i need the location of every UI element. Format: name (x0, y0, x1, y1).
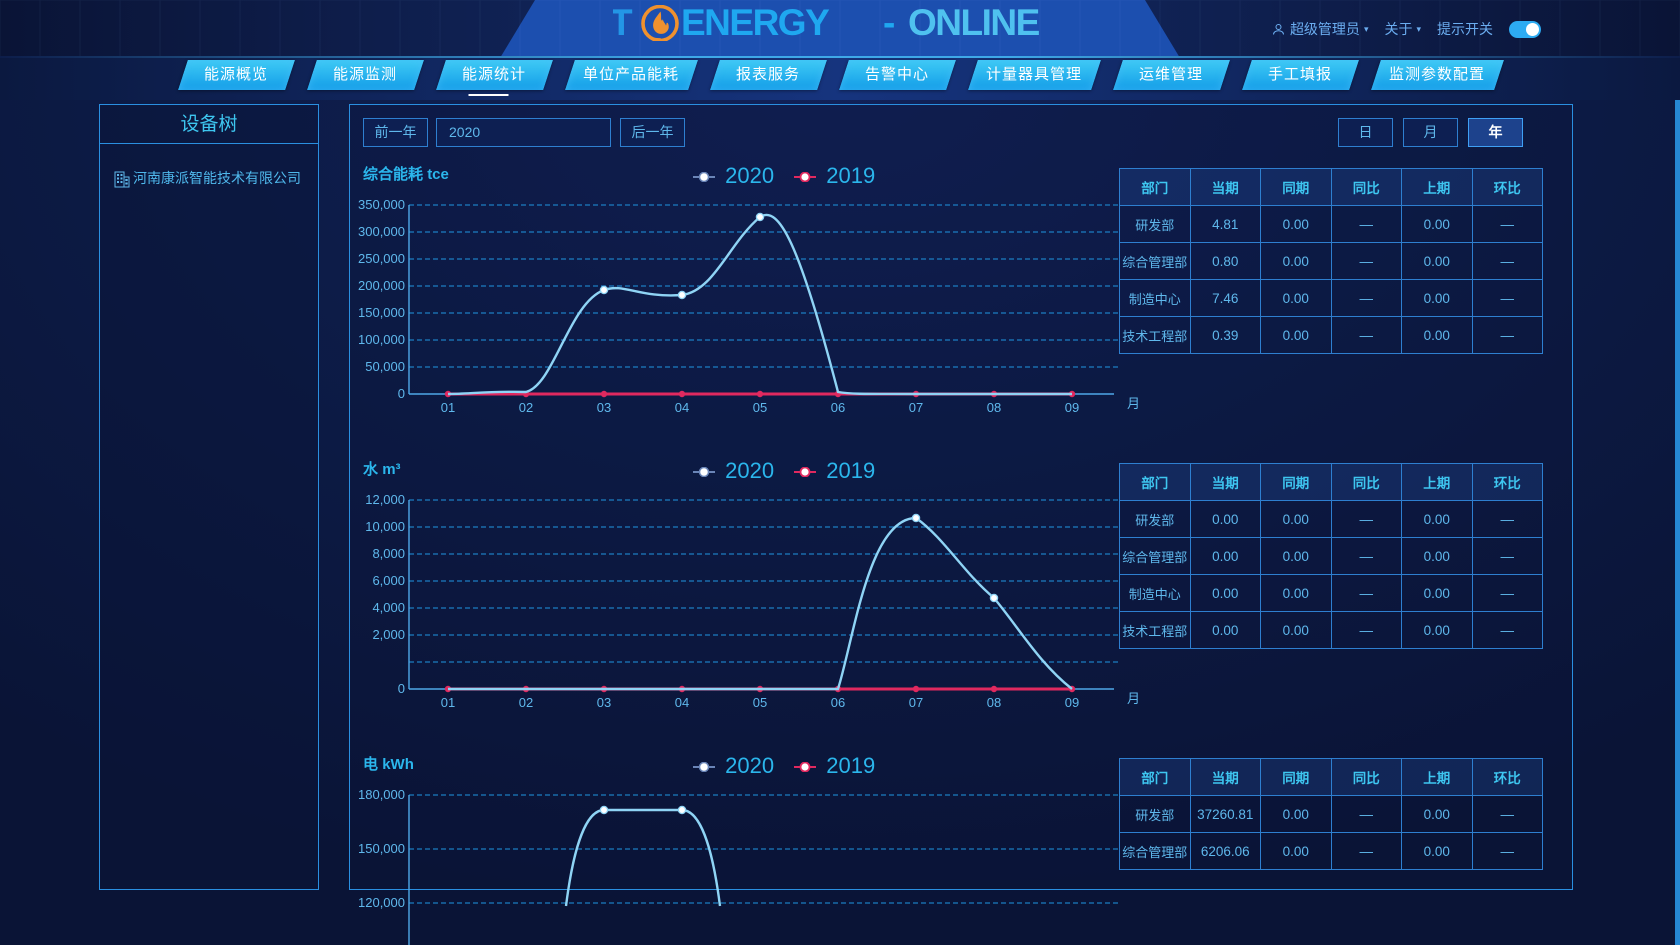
svg-text:02: 02 (519, 400, 533, 415)
svg-text:03: 03 (597, 400, 611, 415)
svg-text:2,000: 2,000 (372, 627, 405, 642)
svg-text:月: 月 (1127, 691, 1140, 706)
svg-text:ONLINE: ONLINE (908, 5, 1040, 41)
svg-text:T: T (613, 5, 633, 41)
svg-text:04: 04 (675, 695, 689, 710)
svg-text:10,000: 10,000 (365, 519, 405, 534)
svg-text:150,000: 150,000 (358, 841, 405, 856)
svg-text:150,000: 150,000 (358, 305, 405, 320)
svg-text:07: 07 (909, 695, 923, 710)
svg-text:0: 0 (398, 386, 405, 401)
svg-text:01: 01 (441, 695, 455, 710)
svg-text:08: 08 (987, 695, 1001, 710)
svg-text:6,000: 6,000 (372, 573, 405, 588)
svg-text:250,000: 250,000 (358, 251, 405, 266)
svg-text:06: 06 (831, 695, 845, 710)
svg-text:05: 05 (753, 695, 767, 710)
svg-text:12,000: 12,000 (365, 492, 405, 507)
svg-text:4,000: 4,000 (372, 600, 405, 615)
svg-text:50,000: 50,000 (365, 359, 405, 374)
svg-text:04: 04 (675, 400, 689, 415)
svg-text:100,000: 100,000 (358, 332, 405, 347)
svg-text:01: 01 (441, 400, 455, 415)
svg-text:300,000: 300,000 (358, 224, 405, 239)
svg-text:180,000: 180,000 (358, 787, 405, 802)
svg-text:200,000: 200,000 (358, 278, 405, 293)
svg-text:月: 月 (1127, 396, 1140, 411)
svg-text:ENERGY: ENERGY (681, 5, 830, 41)
svg-text:08: 08 (987, 400, 1001, 415)
svg-text:09: 09 (1065, 695, 1079, 710)
svg-text:07: 07 (909, 400, 923, 415)
svg-text:0: 0 (398, 681, 405, 696)
svg-text:09: 09 (1065, 400, 1079, 415)
svg-text:03: 03 (597, 695, 611, 710)
svg-text:120,000: 120,000 (358, 895, 405, 910)
svg-text:-: - (883, 5, 895, 41)
svg-text:06: 06 (831, 400, 845, 415)
svg-text:05: 05 (753, 400, 767, 415)
svg-text:8,000: 8,000 (372, 546, 405, 561)
svg-text:02: 02 (519, 695, 533, 710)
svg-text:350,000: 350,000 (358, 197, 405, 212)
